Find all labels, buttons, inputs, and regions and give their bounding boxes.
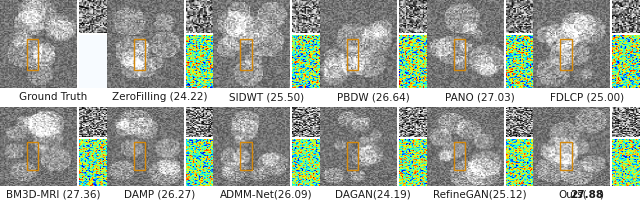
Bar <box>560 40 572 70</box>
Text: 27.88: 27.88 <box>570 190 604 200</box>
Bar <box>240 40 252 70</box>
Bar <box>134 40 145 70</box>
Text: DAMP (26.27): DAMP (26.27) <box>124 190 196 200</box>
Text: Ours(: Ours( <box>558 190 587 200</box>
Bar <box>560 142 572 170</box>
Bar <box>347 142 358 170</box>
Text: ZeroFilling (24.22): ZeroFilling (24.22) <box>112 92 208 102</box>
Text: ): ) <box>600 190 604 200</box>
Text: SIDWT (25.50): SIDWT (25.50) <box>229 92 304 102</box>
Bar <box>27 142 38 170</box>
Bar <box>454 40 465 70</box>
Text: DAGAN(24.19): DAGAN(24.19) <box>335 190 412 200</box>
Bar <box>27 40 38 70</box>
Bar <box>134 142 145 170</box>
Text: PBDW (26.64): PBDW (26.64) <box>337 92 410 102</box>
Text: BM3D-MRI (27.36): BM3D-MRI (27.36) <box>6 190 100 200</box>
Text: PANO (27.03): PANO (27.03) <box>445 92 515 102</box>
Text: Ground Truth: Ground Truth <box>19 92 88 102</box>
Bar <box>240 142 252 170</box>
Text: FDLCP (25.00): FDLCP (25.00) <box>550 92 624 102</box>
Bar <box>347 40 358 70</box>
Bar <box>454 142 465 170</box>
Text: RefineGAN(25.12): RefineGAN(25.12) <box>433 190 527 200</box>
Text: ADMM-Net(26.09): ADMM-Net(26.09) <box>220 190 313 200</box>
